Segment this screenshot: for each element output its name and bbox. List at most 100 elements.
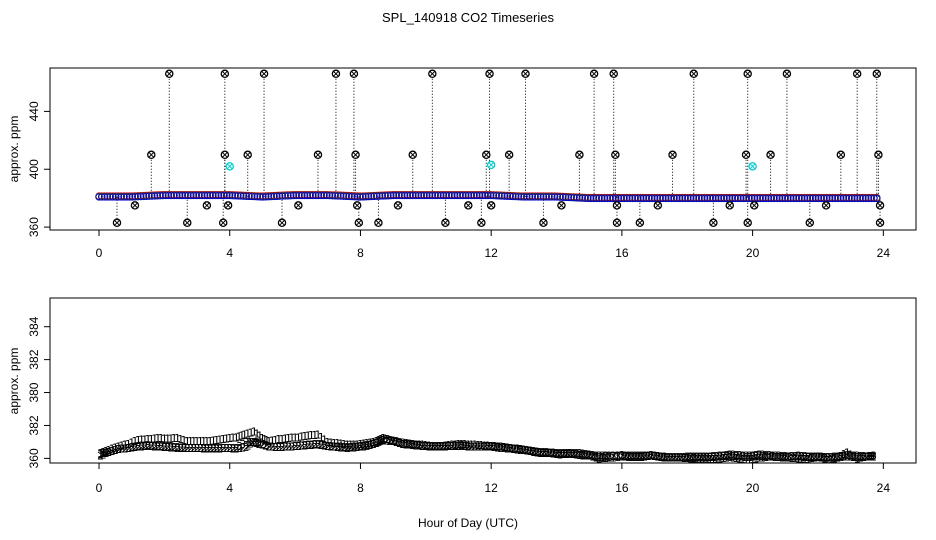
- series-2-point: 2: [177, 442, 184, 455]
- top-x-tick-label: 16: [615, 246, 629, 260]
- series-1-point: 1: [690, 453, 697, 466]
- series-1-point: 1: [775, 451, 782, 464]
- series-1-point: 1: [866, 450, 873, 463]
- series-1-point: 1: [448, 439, 455, 452]
- series-1-point: 1: [403, 438, 410, 451]
- series-1-point: 1: [749, 453, 756, 466]
- series-3-point: 3: [381, 433, 388, 446]
- series-3-point: 3: [341, 441, 348, 454]
- series-1-point: 1: [844, 446, 851, 459]
- series-2-point: 2: [723, 450, 730, 463]
- series-2-point: 2: [243, 441, 250, 454]
- series-3-point: 3: [713, 450, 720, 463]
- series-2-point: 2: [422, 440, 429, 453]
- series-2-point: 2: [785, 450, 792, 463]
- series-1-point: 1: [507, 442, 514, 455]
- series-2-point: 2: [180, 442, 187, 455]
- baseline-point-3: [492, 192, 500, 200]
- series-3-point: 3: [135, 440, 142, 453]
- series-3-point: 3: [100, 447, 107, 460]
- series-2-point: 2: [818, 451, 825, 464]
- baseline-point-3: [486, 191, 495, 200]
- series-3-point: 3: [743, 450, 750, 463]
- series-2-point: 2: [253, 437, 260, 450]
- series-3-point: 3: [491, 440, 498, 453]
- series-1-point: 1: [298, 431, 305, 444]
- series-1-point: 1: [253, 428, 260, 441]
- series-1-point: 1: [128, 437, 135, 450]
- series-3-point: 3: [105, 446, 112, 459]
- series-1-point: 1: [759, 451, 766, 464]
- bottom-y-tick-label: 384: [27, 316, 41, 336]
- series-1-point: 1: [511, 442, 518, 455]
- series-2-point: 2: [596, 451, 603, 464]
- series-3-point: 3: [118, 443, 125, 456]
- baseline-point-3: [339, 192, 348, 200]
- outlier-high-marker: [852, 69, 862, 79]
- series-2-point: 2: [256, 438, 263, 451]
- series-2-point: 2: [131, 441, 138, 454]
- series-2-point: 2: [622, 450, 629, 463]
- baseline-point-3: [509, 192, 517, 201]
- series-3-point: 3: [824, 451, 831, 464]
- series-3-point: 3: [269, 441, 276, 454]
- series-2-point: 2: [713, 451, 720, 464]
- series-3-point: 3: [628, 450, 635, 463]
- series-1-point: 1: [455, 438, 462, 451]
- series-2-point: 2: [511, 443, 518, 456]
- series-2-point: 2: [445, 440, 452, 453]
- series-3-point: 3: [687, 450, 694, 463]
- series-2-point: 2: [850, 451, 857, 464]
- bottom-panel: approx. ppm 0 4 8 12 16 20 24 360382380382384 …: [7, 297, 917, 495]
- series-2-point: 2: [112, 444, 119, 457]
- series-1-point: 1: [756, 452, 763, 465]
- series-2-point: 2: [507, 442, 514, 455]
- series-3-point: 3: [311, 438, 318, 451]
- baseline-point-3: [503, 192, 512, 200]
- series-1-point: 1: [251, 425, 258, 438]
- series-2-point: 2: [690, 451, 697, 464]
- series-1-point: 1: [435, 440, 442, 453]
- series-3-point: 3: [726, 448, 733, 461]
- series-3-point: 3: [847, 449, 854, 462]
- series-1-point: 1: [429, 440, 436, 453]
- baseline-point-3: [570, 194, 578, 202]
- series-1-point: 1: [654, 450, 661, 463]
- series-3-point: 3: [216, 442, 223, 455]
- series-1-point: 1: [462, 438, 469, 451]
- outlier-high-marker: [589, 69, 599, 79]
- series-1-point: 1: [618, 450, 625, 463]
- series-3-point: 3: [524, 444, 531, 457]
- series-2-point: 2: [527, 445, 534, 458]
- series-3-point: 3: [255, 436, 262, 449]
- series-2-point: 2: [494, 441, 501, 454]
- series-1-point: 1: [279, 433, 286, 446]
- series-3-point: 3: [200, 442, 207, 455]
- series-3-point: 3: [251, 436, 258, 449]
- series-2-point: 2: [501, 442, 508, 455]
- baseline-point-3: [325, 191, 334, 200]
- top-x-tick-label: 0: [96, 246, 103, 260]
- series-3-point: 3: [275, 441, 282, 454]
- series-3-point: 3: [785, 450, 792, 463]
- series-2-point: 2: [285, 441, 292, 454]
- series-3-point: 3: [811, 450, 818, 463]
- outlier-mid-marker: [313, 150, 323, 160]
- series-3-point: 3: [854, 450, 861, 463]
- series-3-point: 3: [831, 451, 838, 464]
- series-1-point: 1: [360, 438, 367, 451]
- series-1-point: 1: [263, 434, 270, 447]
- series-3-point: 3: [131, 441, 138, 454]
- series-2-point: 2: [194, 442, 201, 455]
- series-2-point: 2: [792, 450, 799, 463]
- series-2-point: 2: [247, 438, 254, 451]
- series-3-point: 3: [422, 440, 429, 453]
- series-1-point: 1: [723, 452, 730, 465]
- series-2-point: 2: [161, 441, 168, 454]
- series-3-point: 3: [540, 446, 547, 459]
- series-3-point: 3: [533, 445, 540, 458]
- series-2-point: 2: [540, 447, 547, 460]
- series-1-point: 1: [354, 439, 361, 452]
- series-2-point: 2: [151, 440, 158, 453]
- series-2-point: 2: [488, 441, 495, 454]
